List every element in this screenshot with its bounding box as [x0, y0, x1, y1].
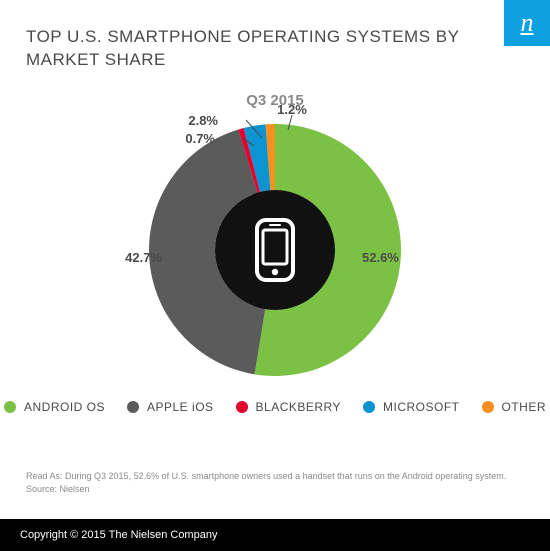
legend-swatch [236, 401, 248, 413]
legend-item: MICROSOFT [363, 400, 460, 414]
legend-item: ANDROID OS [4, 400, 105, 414]
nielsen-logo-icon: n [504, 0, 550, 46]
legend-label: ANDROID OS [24, 400, 105, 414]
legend-swatch [363, 401, 375, 413]
legend: ANDROID OS APPLE iOS BLACKBERRY MICROSOFT OT… [0, 400, 550, 414]
slice-value-label: 2.8% [188, 113, 218, 128]
infographic-card: n TOP U.S. SMARTPHONE OPERATING SYSTEMS … [0, 0, 550, 551]
legend-swatch [4, 401, 16, 413]
slice-value-label: 42.7% [125, 250, 162, 265]
copyright-text: Copyright © 2015 The Nielsen Company [20, 529, 217, 541]
chart-subtitle: Q3 2015 [0, 92, 550, 109]
footnote-source: Source: Nielsen [26, 483, 524, 496]
legend-label: MICROSOFT [383, 400, 460, 414]
legend-item: APPLE iOS [127, 400, 214, 414]
legend-label: OTHER [502, 400, 547, 414]
legend-swatch [482, 401, 494, 413]
slice-value-label: 1.2% [277, 102, 307, 117]
legend-label: APPLE iOS [147, 400, 214, 414]
footnote-readas: Read As: During Q3 2015, 52.6% of U.S. s… [26, 470, 524, 483]
donut-center [215, 190, 335, 310]
copyright-bar: Copyright © 2015 The Nielsen Company [0, 519, 550, 551]
legend-item: OTHER [482, 400, 547, 414]
legend-label: BLACKBERRY [256, 400, 341, 414]
chart-title: TOP U.S. SMARTPHONE OPERATING SYSTEMS BY… [26, 26, 480, 72]
footnote: Read As: During Q3 2015, 52.6% of U.S. s… [26, 470, 524, 495]
slice-value-label: 0.7% [185, 131, 215, 146]
legend-item: BLACKBERRY [236, 400, 341, 414]
slice-value-label: 52.6% [362, 250, 399, 265]
legend-swatch [127, 401, 139, 413]
